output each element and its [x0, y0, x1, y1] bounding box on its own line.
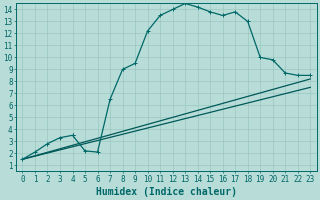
X-axis label: Humidex (Indice chaleur): Humidex (Indice chaleur) [96, 186, 237, 197]
